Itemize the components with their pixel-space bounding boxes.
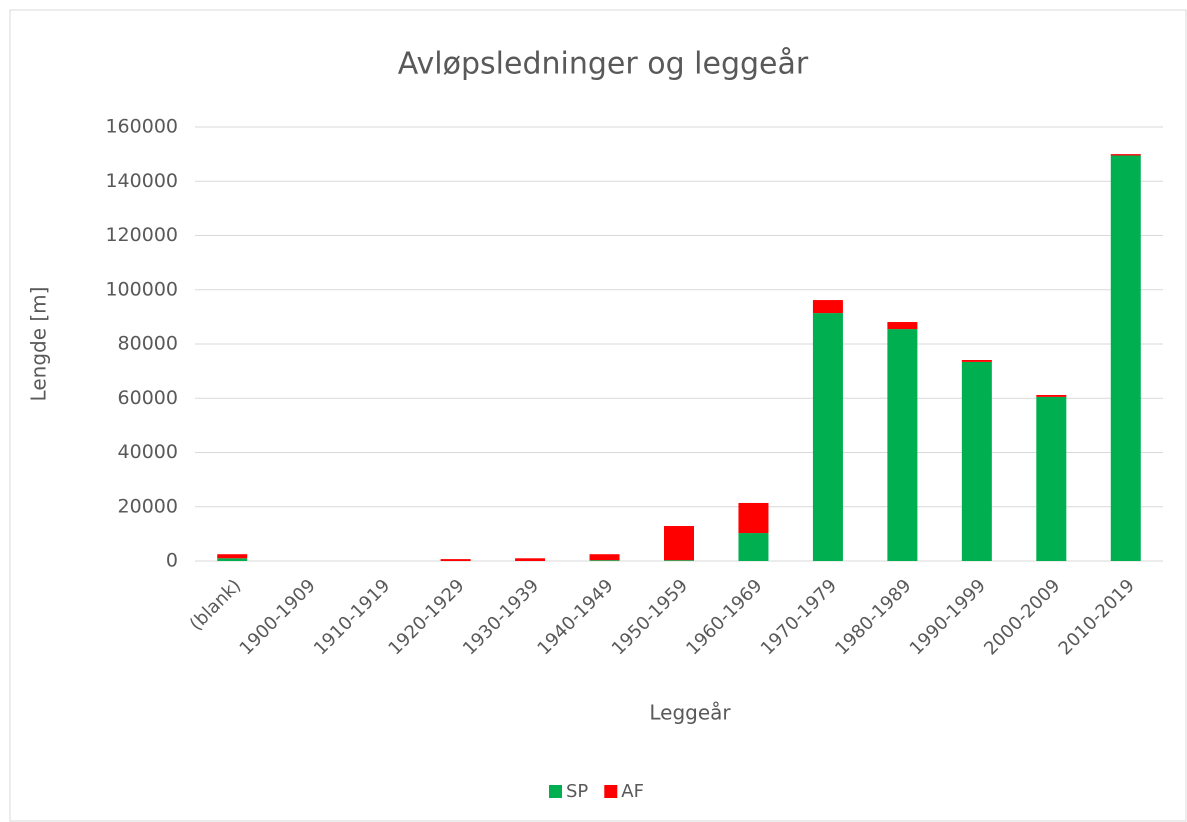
bar-segment — [440, 559, 471, 561]
x-axis-title: Leggeår — [649, 701, 731, 725]
y-tick-label: 140000 — [105, 170, 178, 192]
bar-segment — [738, 502, 769, 534]
y-tick-label: 20000 — [118, 495, 178, 517]
bar-segment — [887, 329, 918, 561]
bar-segment — [1036, 394, 1067, 397]
bar-segment — [515, 558, 546, 561]
bar-segment — [589, 560, 620, 561]
y-tick-label: 120000 — [105, 224, 178, 246]
bar-segment — [217, 558, 248, 561]
bar-segment — [738, 533, 769, 561]
bar-segment — [589, 554, 620, 561]
bar-segment — [812, 313, 843, 561]
y-tick-label: 100000 — [105, 278, 178, 300]
bar-segment — [812, 300, 843, 314]
bar-segment — [1110, 154, 1141, 156]
legend-label: SP — [566, 781, 588, 802]
bar-segment — [1036, 396, 1067, 561]
legend-label: AF — [621, 781, 644, 802]
legend-swatch — [604, 785, 618, 798]
y-tick-label: 0 — [166, 550, 178, 572]
y-axis-title: Lengde [m] — [27, 287, 51, 402]
bar-segment — [961, 361, 992, 561]
bar-segment — [664, 560, 694, 561]
chart-border — [9, 9, 1187, 822]
bar-segment — [961, 360, 992, 362]
y-tick-label: 80000 — [118, 333, 178, 355]
bar-segment — [887, 322, 918, 330]
chart-title: Avløpsledninger og leggeår — [398, 47, 809, 82]
bar-segment — [217, 554, 248, 559]
bar-segment — [1110, 155, 1141, 561]
y-tick-label: 40000 — [118, 441, 178, 463]
bar-segment — [664, 526, 694, 561]
y-tick-label: 60000 — [118, 387, 178, 409]
y-tick-label: 160000 — [105, 116, 178, 138]
legend-swatch — [549, 785, 562, 798]
